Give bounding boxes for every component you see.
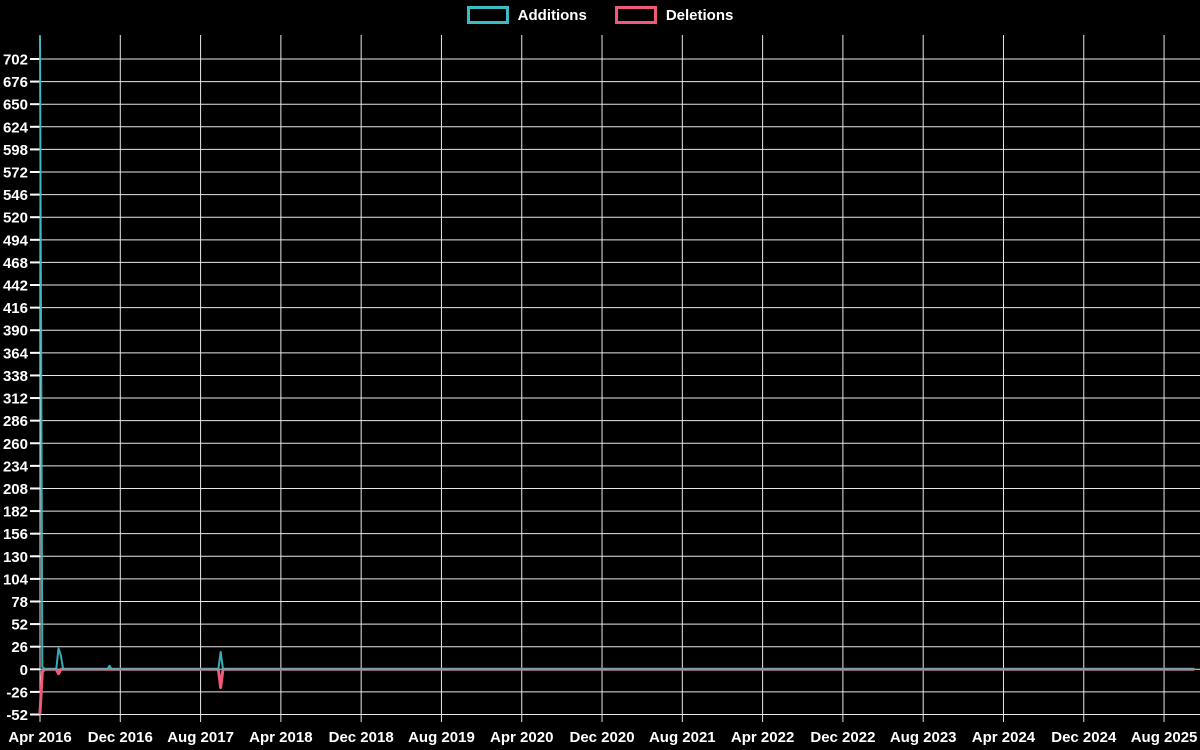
y-tick-label: 416 — [3, 300, 28, 317]
y-tick-label: 260 — [3, 436, 28, 453]
x-tick-label: Apr 2020 — [490, 729, 553, 746]
y-tick-label: 520 — [3, 210, 28, 227]
y-gridlines — [40, 58, 1200, 716]
x-tick-label: Aug 2019 — [408, 729, 475, 746]
y-tick-labels: 7026766506245985725465204944684424163903… — [3, 51, 29, 724]
y-tick-label: 130 — [3, 549, 28, 566]
y-tick-marks — [30, 57, 40, 716]
y-tick-label: 572 — [3, 165, 28, 182]
y-tick-label: 234 — [3, 458, 29, 475]
y-tick-label: 494 — [3, 232, 29, 249]
y-tick-label: 598 — [3, 142, 28, 159]
y-tick-label: 338 — [3, 368, 28, 385]
legend-item-additions[interactable]: Additions — [466, 6, 587, 24]
y-tick-label: 156 — [3, 526, 28, 543]
deletions-swatch — [614, 6, 657, 24]
legend-label-deletions: Deletions — [665, 6, 734, 24]
x-tick-label: Dec 2024 — [1051, 729, 1117, 746]
x-tick-label: Apr 2018 — [249, 729, 312, 746]
x-tick-label: Dec 2020 — [569, 729, 634, 746]
legend-label-additions: Additions — [517, 6, 587, 24]
y-tick-label: -26 — [6, 684, 28, 701]
x-tick-label: Aug 2021 — [649, 729, 716, 746]
x-tick-label: Aug 2023 — [890, 729, 957, 746]
x-tick-label: Apr 2022 — [731, 729, 794, 746]
y-tick-label: 52 — [11, 617, 28, 634]
y-tick-label: -52 — [6, 707, 28, 724]
y-tick-label: 650 — [3, 97, 28, 114]
y-tick-label: 182 — [3, 504, 28, 521]
y-tick-label: 26 — [11, 639, 28, 656]
x-tick-label: Apr 2024 — [972, 729, 1036, 746]
x-tick-label: Apr 2016 — [8, 729, 71, 746]
additions-line — [39, 35, 1195, 671]
x-tick-labels: Apr 2016 Dec 2016 Aug 2017 Apr 2018 Dec 2018… — [8, 729, 1197, 746]
x-tick-label: Dec 2016 — [88, 729, 153, 746]
y-tick-label: 546 — [3, 187, 28, 204]
y-tick-label: 208 — [3, 481, 28, 498]
x-tick-label: Aug 2017 — [167, 729, 234, 746]
y-tick-label: 78 — [11, 594, 28, 611]
deletions-line — [38, 667, 1195, 715]
y-tick-label: 442 — [3, 278, 28, 295]
y-tick-label: 286 — [3, 413, 28, 430]
y-tick-label: 364 — [3, 345, 29, 362]
y-tick-label: 676 — [3, 74, 28, 91]
y-tick-label: 624 — [3, 119, 29, 136]
x-gridlines — [39, 35, 1165, 722]
x-tick-label: Dec 2022 — [810, 729, 875, 746]
x-tick-label: Dec 2018 — [329, 729, 394, 746]
chart-legend: Additions Deletions — [0, 6, 1200, 24]
legend-item-deletions[interactable]: Deletions — [614, 6, 734, 24]
y-tick-label: 390 — [3, 323, 28, 340]
y-tick-label: 312 — [3, 391, 28, 408]
x-tick-label: Aug 2025 — [1131, 729, 1198, 746]
y-tick-label: 468 — [3, 255, 28, 272]
y-tick-label: 0 — [20, 662, 28, 679]
y-tick-label: 702 — [3, 51, 28, 68]
y-tick-label: 104 — [3, 571, 29, 588]
additions-swatch — [466, 6, 509, 24]
